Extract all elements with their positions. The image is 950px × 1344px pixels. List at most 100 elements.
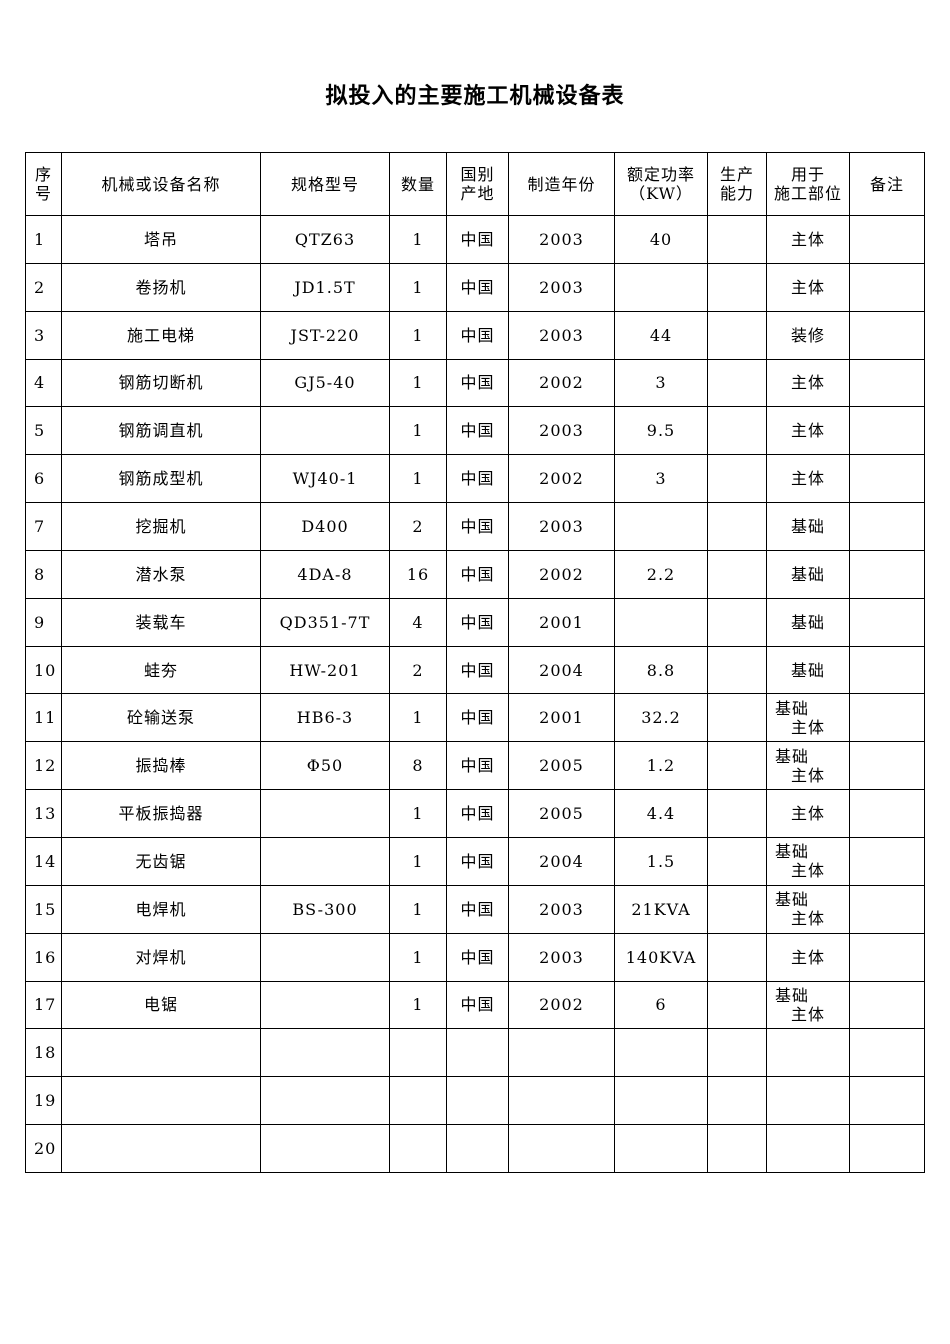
header-usage-line: 用于 <box>790 165 825 184</box>
cell-name <box>61 1124 261 1173</box>
cell-year: 2003 <box>508 932 615 982</box>
cell-usage: 基础 主体 <box>766 884 850 934</box>
cell-spec: WJ40-1 <box>260 454 390 504</box>
cell-qty <box>389 1076 447 1126</box>
table-row: 11 砼输送泵 HB6-3 1 中国 2001 32.2 基础 主体 <box>25 693 925 743</box>
cell-year: 2004 <box>508 836 615 886</box>
cell-year <box>508 1028 615 1078</box>
cell-qty: 8 <box>389 741 447 791</box>
cell-year: 2001 <box>508 693 615 743</box>
table-row: 19 <box>25 1076 925 1126</box>
cell-year: 2003 <box>508 310 615 360</box>
cell-spec: HB6-3 <box>260 693 390 743</box>
cell-capacity <box>707 645 767 695</box>
cell-capacity <box>707 262 767 312</box>
cell-usage-line: 基础 <box>775 890 810 910</box>
cell-name: 挖掘机 <box>61 502 261 551</box>
cell-power: 4.4 <box>614 789 708 838</box>
cell-name: 平板振捣器 <box>61 789 261 838</box>
cell-year: 2001 <box>508 597 615 647</box>
cell-spec: JD1.5T <box>260 262 390 312</box>
cell-year: 2003 <box>508 215 615 264</box>
cell-seq: 1 <box>25 215 62 264</box>
cell-year: 2002 <box>508 358 615 408</box>
cell-remark <box>849 932 925 982</box>
cell-spec <box>260 836 390 886</box>
table-row: 18 <box>25 1028 925 1078</box>
header-seq-line: 号 <box>34 184 52 203</box>
cell-usage-line: 基础 <box>775 985 810 1005</box>
cell-name: 电锯 <box>61 980 261 1030</box>
header-capacity-line: 生产 <box>719 165 754 184</box>
cell-origin: 中国 <box>446 932 509 982</box>
cell-power: 21KVA <box>614 884 708 934</box>
header-seq: 序号 <box>25 152 62 216</box>
table-row: 1 塔吊 QTZ63 1 中国 2003 40 主体 <box>25 215 925 264</box>
header-capacity: 生产 能力 <box>707 152 767 216</box>
cell-seq: 9 <box>25 597 62 647</box>
cell-name: 装载车 <box>61 597 261 647</box>
cell-usage <box>766 1076 850 1126</box>
cell-seq: 6 <box>25 454 62 504</box>
cell-spec: HW-201 <box>260 645 390 695</box>
cell-origin: 中国 <box>446 406 509 456</box>
cell-power <box>614 597 708 647</box>
cell-remark <box>849 597 925 647</box>
cell-capacity <box>707 358 767 408</box>
cell-name <box>61 1076 261 1126</box>
cell-qty: 1 <box>389 980 447 1030</box>
header-name-line: 机械或设备名称 <box>101 174 221 194</box>
header-usage: 用于 施工部位 <box>766 152 850 216</box>
cell-remark <box>849 1124 925 1173</box>
cell-name: 蛙夯 <box>61 645 261 695</box>
cell-seq: 2 <box>25 262 62 312</box>
header-spec-line: 规格型号 <box>290 174 359 194</box>
header-qty: 数量 <box>389 152 447 216</box>
cell-name <box>61 1028 261 1078</box>
cell-year: 2003 <box>508 884 615 934</box>
cell-origin: 中国 <box>446 549 509 599</box>
cell-usage: 基础 <box>766 645 850 695</box>
cell-qty: 1 <box>389 310 447 360</box>
cell-remark <box>849 215 925 264</box>
cell-remark <box>849 980 925 1030</box>
cell-usage-line: 基础 <box>775 698 810 718</box>
cell-name: 电焊机 <box>61 884 261 934</box>
cell-usage: 主体 <box>766 406 850 456</box>
cell-origin: 中国 <box>446 502 509 551</box>
cell-usage-line: 基础 <box>775 746 810 766</box>
cell-qty: 1 <box>389 454 447 504</box>
cell-spec: BS-300 <box>260 884 390 934</box>
cell-spec: D400 <box>260 502 390 551</box>
cell-usage: 基础 主体 <box>766 741 850 791</box>
cell-seq: 11 <box>25 693 62 743</box>
cell-usage: 主体 <box>766 789 850 838</box>
table-row: 12 振捣棒 Φ50 8 中国 2005 1.2 基础 主体 <box>25 741 925 791</box>
cell-name: 无齿锯 <box>61 836 261 886</box>
cell-origin: 中国 <box>446 310 509 360</box>
cell-power: 8.8 <box>614 645 708 695</box>
table-row: 14 无齿锯 1 中国 2004 1.5 基础 主体 <box>25 836 925 886</box>
cell-capacity <box>707 741 767 791</box>
cell-usage: 基础 <box>766 502 850 551</box>
cell-capacity <box>707 549 767 599</box>
cell-power: 44 <box>614 310 708 360</box>
cell-seq: 18 <box>25 1028 62 1078</box>
cell-spec <box>260 1028 390 1078</box>
cell-year: 2002 <box>508 454 615 504</box>
cell-qty: 1 <box>389 789 447 838</box>
header-remark: 备注 <box>849 152 925 216</box>
page-title: 拟投入的主要施工机械设备表 <box>325 83 625 109</box>
cell-name: 砼输送泵 <box>61 693 261 743</box>
cell-qty: 1 <box>389 215 447 264</box>
header-power: 额定功率 （KW） <box>614 152 708 216</box>
header-remark-line: 备注 <box>869 174 904 194</box>
cell-usage: 主体 <box>766 932 850 982</box>
cell-year: 2005 <box>508 741 615 791</box>
cell-name: 潜水泵 <box>61 549 261 599</box>
table-row: 13 平板振捣器 1 中国 2005 4.4 主体 <box>25 789 925 838</box>
cell-spec <box>260 789 390 838</box>
cell-name: 对焊机 <box>61 932 261 982</box>
cell-name: 钢筋成型机 <box>61 454 261 504</box>
cell-remark <box>849 693 925 743</box>
